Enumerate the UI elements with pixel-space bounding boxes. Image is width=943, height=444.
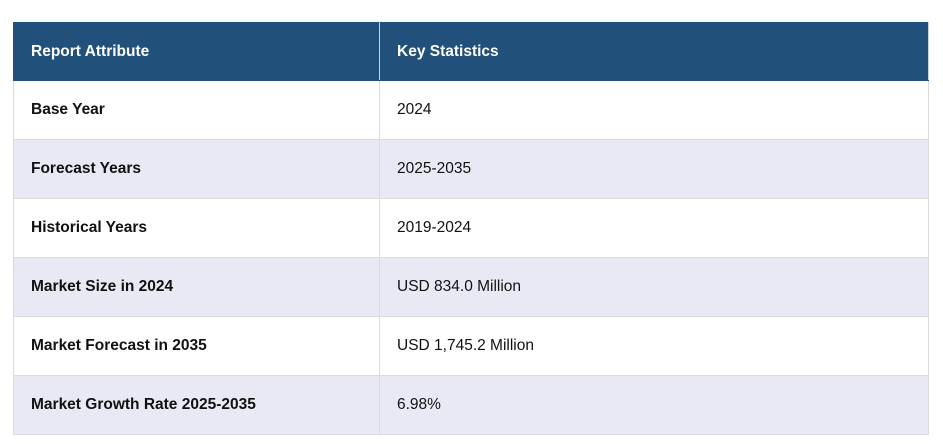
attribute-cell: Base Year: [13, 80, 380, 140]
header-row: Report Attribute Key Statistics: [13, 22, 929, 81]
table-row: Market Growth Rate 2025-2035 6.98%: [13, 375, 929, 435]
attribute-cell: Forecast Years: [13, 139, 380, 199]
attribute-cell: Historical Years: [13, 198, 380, 258]
table-body: Base Year 2024 Forecast Years 2025-2035 Hist…: [13, 80, 929, 435]
value-cell: USD 834.0 Million: [379, 257, 929, 317]
table-header: Report Attribute Key Statistics: [13, 22, 929, 81]
value-cell: 2019-2024: [379, 198, 929, 258]
attribute-cell: Market Size in 2024: [13, 257, 380, 317]
value-cell: 6.98%: [379, 375, 929, 435]
header-cell: Key Statistics: [379, 22, 929, 81]
table-row: Base Year 2024: [13, 80, 929, 140]
table-container: Report Attribute Key Statistics Base Yea…: [13, 22, 929, 435]
table-row: Market Size in 2024 USD 834.0 Million: [13, 257, 929, 317]
value-cell: 2024: [379, 80, 929, 140]
table-row: Forecast Years 2025-2035: [13, 139, 929, 199]
table-row: Historical Years 2019-2024: [13, 198, 929, 258]
statistics-table: Report Attribute Key Statistics Base Yea…: [13, 22, 929, 435]
attribute-cell: Market Forecast in 2035: [13, 316, 380, 376]
table-row: Market Forecast in 2035 USD 1,745.2 Milli…: [13, 316, 929, 376]
attribute-cell: Market Growth Rate 2025-2035: [13, 375, 380, 435]
value-cell: USD 1,745.2 Million: [379, 316, 929, 376]
header-cell: Report Attribute: [13, 22, 380, 81]
value-cell: 2025-2035: [379, 139, 929, 199]
